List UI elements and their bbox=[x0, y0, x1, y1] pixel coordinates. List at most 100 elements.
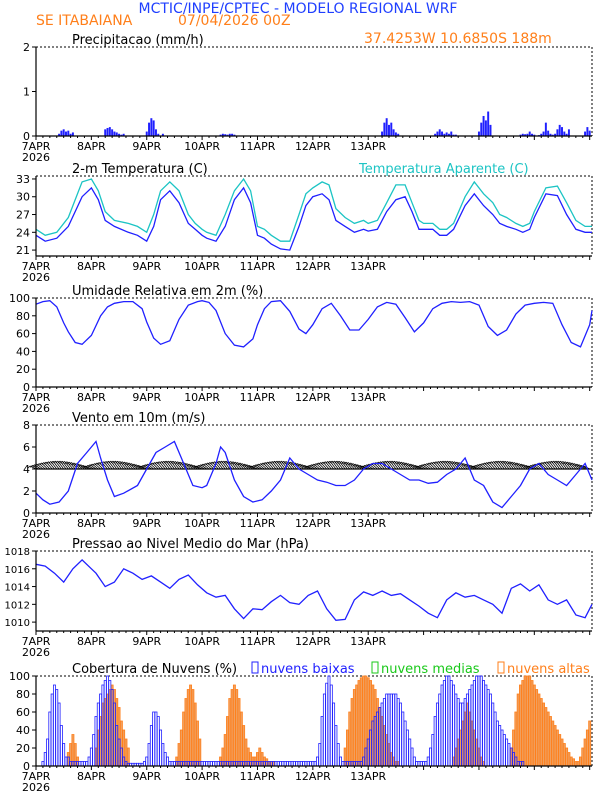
precip-bar bbox=[387, 124, 390, 136]
cloud-bar-nuvens-altas bbox=[359, 677, 363, 767]
cloud-bar-nuvens-baixas bbox=[412, 756, 416, 767]
y-tick-label: 40 bbox=[16, 724, 30, 737]
x-tick-label: 10APR bbox=[184, 517, 220, 530]
cloud-bar-nuvens-baixas bbox=[493, 711, 497, 767]
wind-barb-flag bbox=[233, 461, 236, 465]
cloud-bar-nuvens-baixas bbox=[168, 761, 172, 767]
x-tick-label: 8APR bbox=[77, 391, 106, 404]
wind-barb-flag bbox=[477, 463, 481, 467]
precip-bar bbox=[219, 134, 222, 136]
wind-barb-flag bbox=[115, 460, 118, 464]
cloud-bar-nuvens-baixas bbox=[170, 761, 174, 767]
cloud-bar-nuvens-altas bbox=[532, 684, 536, 767]
wind-barb bbox=[514, 462, 521, 470]
wind-barb-flag bbox=[83, 465, 86, 469]
cloud-bar-nuvens-baixas bbox=[327, 675, 331, 767]
wind-barb bbox=[567, 461, 574, 470]
precip-bar bbox=[385, 118, 388, 136]
wind-barb-flag bbox=[461, 463, 465, 466]
precip-bar bbox=[67, 130, 70, 136]
y-tick-label: 60 bbox=[16, 328, 30, 341]
wind-barb-flag bbox=[546, 461, 550, 464]
cloud-bar-nuvens-baixas bbox=[159, 729, 163, 767]
cloud-bar-nuvens-baixas bbox=[491, 702, 495, 767]
cloud-bar-nuvens-baixas bbox=[484, 684, 488, 767]
x-tick-label: 8APR bbox=[77, 140, 106, 153]
x-tick-label: 12APR bbox=[295, 260, 331, 273]
cloud-bar-nuvens-altas bbox=[562, 743, 566, 767]
cloud-bar-nuvens-baixas bbox=[288, 761, 292, 767]
y-tick-label: 27 bbox=[16, 209, 30, 222]
y-tick-label: 1018 bbox=[5, 547, 30, 558]
wind-barb bbox=[511, 461, 519, 470]
cloud-bar-nuvens-baixas bbox=[311, 761, 315, 767]
wind-barb-flag bbox=[502, 460, 506, 464]
wind-barb-flag bbox=[551, 460, 554, 464]
wind-barb-flag bbox=[269, 461, 273, 464]
wind-barb-flag bbox=[251, 465, 255, 468]
x-tick-label: 11APR bbox=[240, 140, 276, 153]
x-tick-label: 12APR bbox=[295, 517, 331, 530]
x-tick-label: 11APR bbox=[240, 635, 276, 648]
wind-barb-flag bbox=[463, 463, 467, 467]
x-tick-label: 8APR bbox=[77, 770, 106, 783]
precip-bar bbox=[521, 133, 524, 136]
precip-bar bbox=[436, 131, 439, 136]
cloud-bar-nuvens-baixas bbox=[156, 716, 160, 767]
precip-bar bbox=[111, 129, 114, 136]
precip-bar bbox=[487, 111, 490, 136]
wind-barb-flag bbox=[406, 463, 409, 466]
wind-barb-flag bbox=[447, 460, 451, 464]
wind-barb-flag bbox=[133, 464, 137, 467]
cloud-bar-nuvens-altas bbox=[232, 684, 236, 767]
cloud-bar-nuvens-baixas bbox=[92, 734, 96, 767]
precip-bar bbox=[438, 129, 441, 136]
cloud-bar-nuvens-altas bbox=[191, 689, 195, 767]
wind-barb-flag bbox=[332, 460, 335, 464]
cloud-bar-nuvens-altas bbox=[542, 702, 545, 767]
wind-barb bbox=[237, 462, 244, 470]
wind-barb-flag bbox=[249, 465, 252, 469]
cloud-bar-nuvens-baixas bbox=[48, 711, 52, 767]
year-label: 2026 bbox=[22, 151, 50, 164]
wind-barb-flag bbox=[313, 463, 317, 466]
y-tick-label: 2 bbox=[23, 41, 30, 54]
wind-barb-flag bbox=[30, 465, 33, 468]
cloud-bar-nuvens-baixas bbox=[212, 761, 216, 767]
wind-barb-flag bbox=[509, 461, 513, 465]
cloud-bar-nuvens-baixas bbox=[57, 702, 61, 767]
wind-barb-flag bbox=[138, 465, 142, 469]
wind-barb bbox=[80, 464, 87, 470]
cloud-bar-nuvens-baixas bbox=[147, 743, 151, 767]
precip-bar bbox=[106, 127, 109, 136]
wind-barb-flag bbox=[281, 460, 285, 464]
wind-barb-flag bbox=[87, 464, 91, 467]
cloud-bar-nuvens-baixas bbox=[415, 761, 419, 767]
wind-barb-flag bbox=[117, 461, 121, 464]
wind-barb-flag bbox=[403, 462, 407, 466]
cloud-bar-nuvens-altas bbox=[525, 675, 529, 767]
cloud-bar-nuvens-baixas bbox=[396, 698, 400, 767]
y-tick-label: 20 bbox=[16, 363, 30, 376]
x-tick-label: 13APR bbox=[350, 517, 386, 530]
wind-barb bbox=[290, 461, 298, 470]
wind-barb-flag bbox=[48, 461, 52, 464]
wind-barb-flag bbox=[353, 463, 356, 467]
precip-bar bbox=[482, 115, 485, 136]
wind-barb-flag bbox=[276, 460, 280, 464]
panel-wind: Vento em 10m (m/s) 0 2 4 6 8 7APR 8APR 9APR 10APR… bbox=[22, 411, 593, 541]
x-tick-label: 7APR bbox=[22, 770, 51, 783]
wind-barb-flag bbox=[244, 464, 248, 467]
wind-barb-flag bbox=[396, 461, 400, 464]
wind-barb-flag bbox=[168, 460, 172, 464]
wind-barb-flag bbox=[329, 460, 333, 464]
wind-barb-flag bbox=[408, 463, 411, 467]
wind-barb-flag bbox=[579, 465, 582, 468]
cloud-bar-nuvens-altas bbox=[193, 702, 197, 767]
precip-bar bbox=[477, 131, 480, 136]
wind-barb-flag bbox=[263, 462, 266, 465]
wind-barb-flag bbox=[288, 461, 291, 465]
wind-barb-flag bbox=[92, 463, 95, 466]
wind-barb-flag bbox=[274, 460, 278, 464]
precip-bar bbox=[226, 134, 229, 136]
